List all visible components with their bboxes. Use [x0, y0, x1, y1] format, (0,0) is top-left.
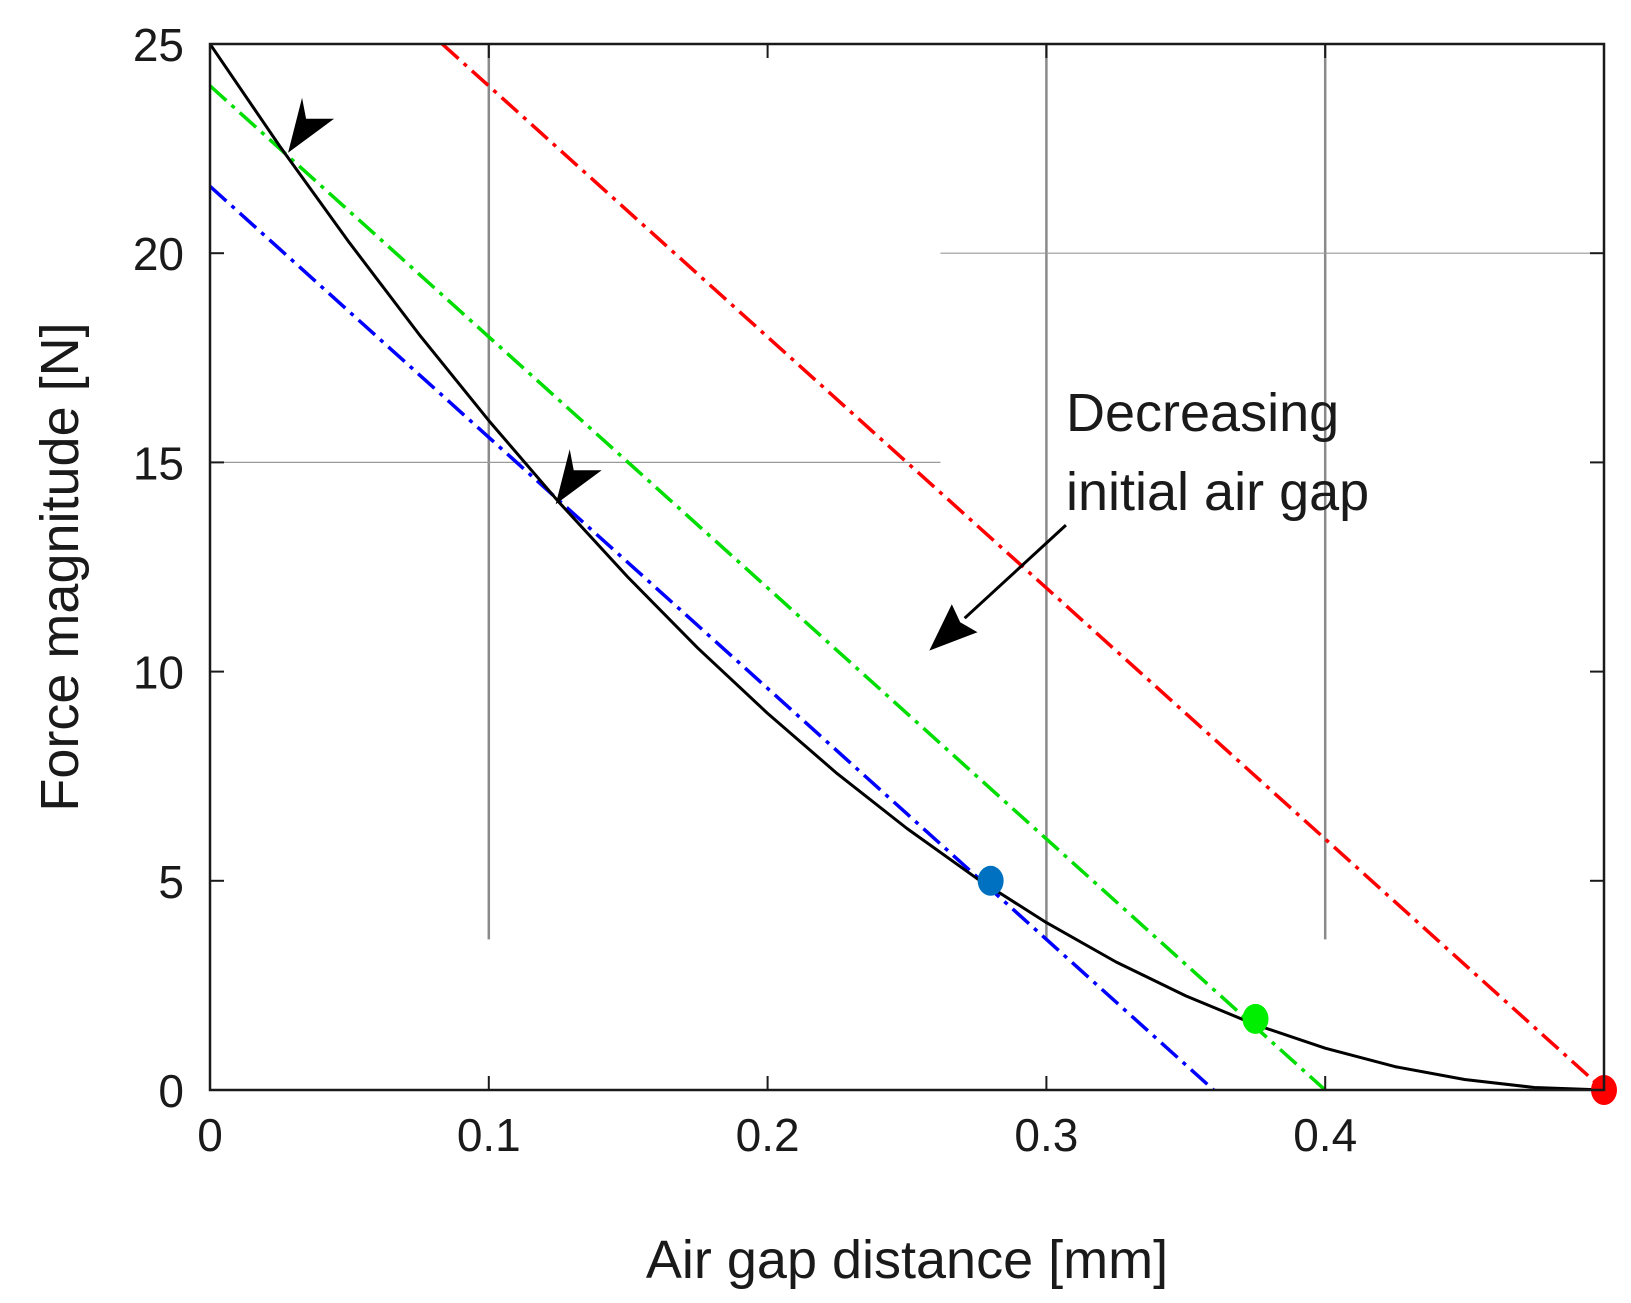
snap-arrow-lower — [555, 449, 602, 505]
annotation-arrow-shaft — [963, 524, 1067, 620]
series-line-2 — [210, 184, 1215, 1090]
series-line-1 — [210, 84, 1327, 1090]
y-tick-label: 20 — [133, 228, 184, 280]
x-axis-label: Air gap distance [mm] — [646, 1230, 1168, 1290]
y-tick-label: 5 — [158, 856, 184, 908]
snap-arrows — [288, 97, 602, 505]
annotation-arrow — [929, 524, 1067, 651]
x-tick-label: 0.1 — [457, 1109, 521, 1161]
y-tick-label: 10 — [133, 647, 184, 699]
x-tick-label: 0.4 — [1293, 1109, 1357, 1161]
y-tick-label: 0 — [158, 1065, 184, 1117]
grid-lines — [210, 44, 1604, 940]
equilibrium-blue — [977, 865, 1004, 896]
series-lines — [210, 44, 1604, 1090]
equilibrium-green — [1242, 1003, 1269, 1034]
series-line-0 — [441, 44, 1604, 1090]
force-curve — [210, 44, 1604, 1090]
annotation-arrow-head — [929, 604, 978, 651]
y-tick-label: 25 — [133, 19, 184, 71]
x-tick-label: 0.2 — [736, 1109, 800, 1161]
plot-frame — [208, 42, 1606, 1092]
annotation: Decreasing initial air gap — [929, 383, 1369, 651]
y-tick-label: 15 — [133, 437, 184, 489]
x-tick-label: 0 — [197, 1109, 223, 1161]
equilibrium-markers — [977, 865, 1617, 1105]
annotation-line-2: initial air gap — [1066, 462, 1369, 522]
snap-arrow-upper — [288, 97, 335, 153]
x-tick-label: 0.3 — [1014, 1109, 1078, 1161]
annotation-line-1: Decreasing — [1066, 383, 1339, 443]
axis-ticks: 0 0.1 0.2 0.3 0.4 0 5 10 15 20 25 — [133, 19, 1604, 1161]
y-axis-label: Force magnitude [N] — [30, 322, 90, 811]
